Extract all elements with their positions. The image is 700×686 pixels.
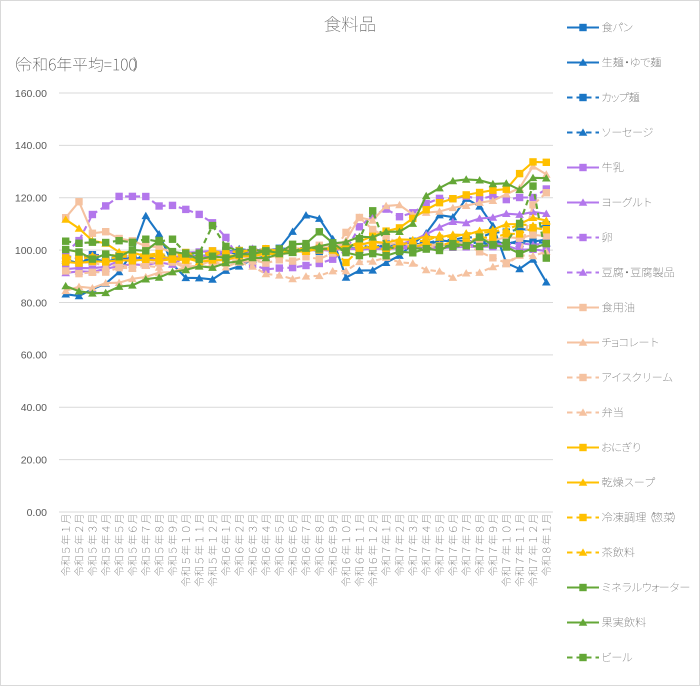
svg-text:160.00: 160.00 xyxy=(15,88,47,100)
svg-text:20.00: 20.00 xyxy=(21,454,47,466)
svg-text:80.00: 80.00 xyxy=(21,297,47,309)
svg-text:40.00: 40.00 xyxy=(21,402,47,414)
svg-text:100.00: 100.00 xyxy=(15,245,47,257)
svg-text:120.00: 120.00 xyxy=(15,193,47,205)
svg-text:60.00: 60.00 xyxy=(21,350,47,362)
svg-text:0.00: 0.00 xyxy=(27,507,48,519)
svg-text:140.00: 140.00 xyxy=(15,140,47,152)
